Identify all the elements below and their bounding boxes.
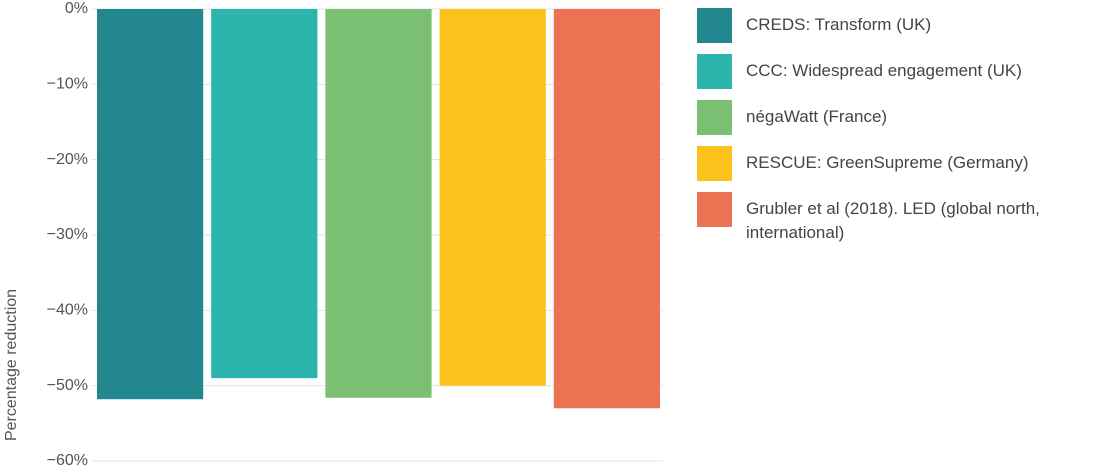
legend-item: négaWatt (France) (697, 100, 1087, 135)
chart: Percentage reduction 0% −10% −20% −30% −40% −… (3, 0, 663, 469)
y-tick-label: −30% (47, 226, 88, 243)
legend-swatch (697, 100, 732, 135)
y-tick-label: −20% (47, 151, 88, 168)
bar (553, 9, 660, 409)
y-tick-label: 0% (65, 0, 88, 17)
legend-label: Grubler et al (2018). LED (global north,… (746, 199, 1040, 242)
y-tick-label: −40% (47, 302, 88, 319)
legend-item: CREDS: Transform (UK) (697, 8, 1087, 43)
y-tick-label: −10% (47, 76, 88, 93)
legend-label: CREDS: Transform (UK) (746, 15, 932, 34)
bar (439, 9, 546, 386)
legend-swatch (697, 146, 732, 181)
legend-label: RESCUE: GreenSupreme (Germany) (746, 153, 1029, 172)
legend-swatch (697, 8, 732, 43)
bar (325, 9, 432, 398)
legend-swatch (697, 54, 732, 89)
legend-label: CCC: Widespread engagement (UK) (746, 61, 1022, 80)
legend-item: Grubler et al (2018). LED (global north,… (697, 192, 1087, 245)
legend-label: négaWatt (France) (746, 107, 888, 126)
bar (211, 9, 318, 379)
legend-item: CCC: Widespread engagement (UK) (697, 54, 1087, 89)
y-axis-label: Percentage reduction (3, 289, 20, 441)
legend-item: RESCUE: GreenSupreme (Germany) (697, 146, 1087, 181)
y-tick-label: −50% (47, 377, 88, 394)
bar (97, 9, 204, 400)
legend-swatch (697, 192, 732, 227)
y-tick-label: −60% (47, 452, 88, 469)
legend: CREDS: Transform (UK) CCC: Widespread eng… (697, 8, 1087, 256)
